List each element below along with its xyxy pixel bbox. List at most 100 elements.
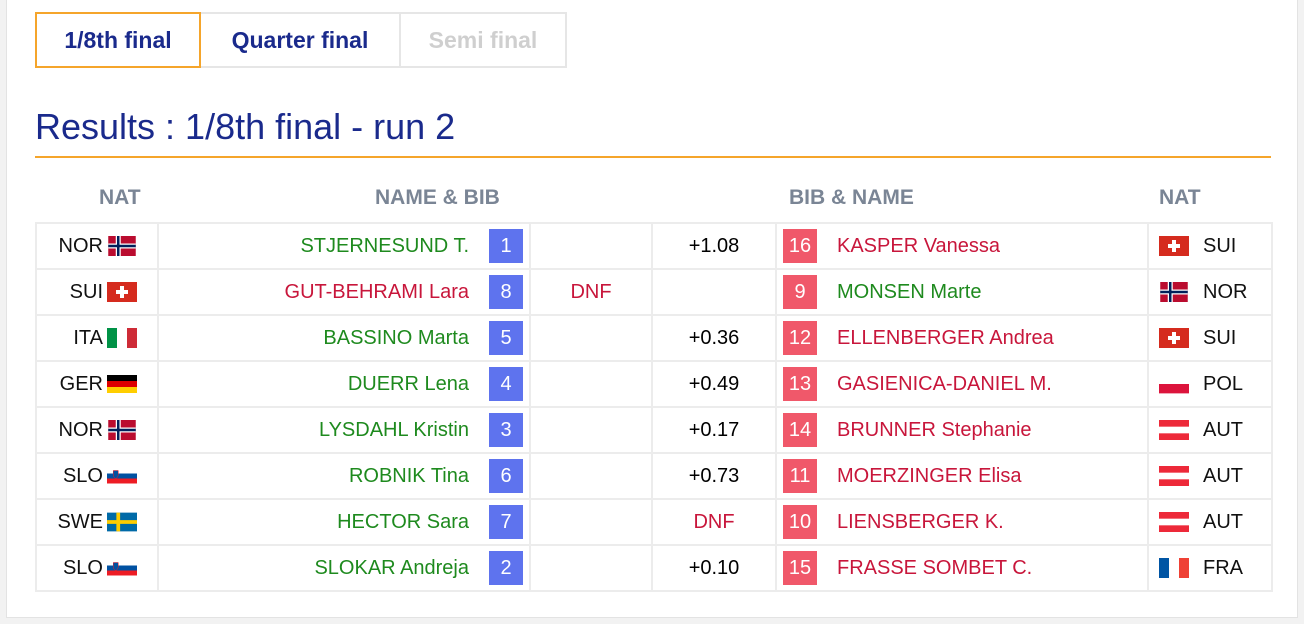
athlete-left[interactable]: SLOKAR Andreja 2 <box>159 551 529 585</box>
athlete-left[interactable]: HECTOR Sara 7 <box>159 505 529 539</box>
athlete-name[interactable]: BASSINO Marta <box>323 326 469 349</box>
athlete-name[interactable]: FRASSE SOMBET C. <box>837 556 1033 579</box>
nat-code: ITA <box>73 326 103 349</box>
nat-right: AUT <box>1149 419 1271 442</box>
header-name-bib: NAME & BIB <box>375 186 500 209</box>
athlete-left[interactable]: ROBNIK Tina 6 <box>159 459 529 493</box>
flag-sui-icon <box>107 282 137 302</box>
athlete-left[interactable]: DUERR Lena 4 <box>159 367 529 401</box>
athlete-name[interactable]: MONSEN Marte <box>837 280 982 303</box>
athlete-right[interactable]: 12 ELLENBERGER Andrea <box>777 321 1147 355</box>
flag-sui-icon <box>1159 328 1189 348</box>
nat-code: SUI <box>1203 234 1237 257</box>
bib-badge: 13 <box>783 367 817 401</box>
result-right: DNF <box>693 510 735 533</box>
table-row: GER DUERR Lena 4 +0.49 13 GASIENICA-DANI… <box>35 360 1273 408</box>
nat-left: SUI <box>37 281 157 304</box>
nat-code: SUI <box>69 280 103 303</box>
athlete-right[interactable]: 11 MOERZINGER Elisa <box>777 459 1147 493</box>
nat-left: GER <box>37 373 157 396</box>
header-nat-right: NAT <box>1159 186 1201 209</box>
nat-code: AUT <box>1203 510 1243 533</box>
round-tabs: 1/8th final Quarter final Semi final <box>35 12 567 68</box>
flag-fra-icon <box>1159 558 1189 578</box>
bib-badge: 5 <box>489 321 523 355</box>
athlete-name[interactable]: HECTOR Sara <box>337 510 469 533</box>
athlete-right[interactable]: 16 KASPER Vanessa <box>777 229 1147 263</box>
flag-aut-icon <box>1159 466 1189 486</box>
flag-pol-icon <box>1159 374 1189 394</box>
athlete-right[interactable]: 9 MONSEN Marte <box>777 275 1147 309</box>
bib-badge: 14 <box>783 413 817 447</box>
athlete-left[interactable]: BASSINO Marta 5 <box>159 321 529 355</box>
bib-badge: 7 <box>489 505 523 539</box>
bib-badge: 9 <box>783 275 817 309</box>
athlete-right[interactable]: 13 GASIENICA-DANIEL M. <box>777 367 1147 401</box>
bib-badge: 1 <box>489 229 523 263</box>
athlete-right[interactable]: 10 LIENSBERGER K. <box>777 505 1147 539</box>
bib-badge: 10 <box>783 505 817 539</box>
bib-badge: 4 <box>489 367 523 401</box>
table-row: SLO ROBNIK Tina 6 +0.73 11 MOERZINGER El… <box>35 452 1273 500</box>
result-right: +1.08 <box>688 234 740 257</box>
nat-right: SUI <box>1149 235 1271 258</box>
results-panel: 1/8th final Quarter final Semi final Res… <box>6 0 1298 618</box>
tab-eighth-final[interactable]: 1/8th final <box>35 12 201 68</box>
nat-left: NOR <box>37 419 157 442</box>
table-row: SUI GUT-BEHRAMI Lara 8 DNF 9 MONSEN Mart… <box>35 268 1273 316</box>
nat-code: SWE <box>57 510 103 533</box>
bib-badge: 15 <box>783 551 817 585</box>
athlete-name[interactable]: LYSDAHL Kristin <box>318 418 469 441</box>
table-row: SWE HECTOR Sara 7 DNF 10 LIENSBERGER K. … <box>35 498 1273 546</box>
bib-badge: 11 <box>783 459 817 493</box>
result-right: +0.17 <box>688 418 740 441</box>
athlete-right[interactable]: 15 FRASSE SOMBET C. <box>777 551 1147 585</box>
result-left: DNF <box>570 280 612 303</box>
nat-right: SUI <box>1149 327 1271 350</box>
nat-left: NOR <box>37 235 157 258</box>
nat-code: NOR <box>1203 280 1248 303</box>
athlete-name[interactable]: GUT-BEHRAMI Lara <box>284 280 469 303</box>
table-row: NOR STJERNESUND T. 1 +1.08 16 KASPER Van… <box>35 222 1273 270</box>
athlete-right[interactable]: 14 BRUNNER Stephanie <box>777 413 1147 447</box>
bib-badge: 16 <box>783 229 817 263</box>
nat-code: GER <box>59 372 103 395</box>
athlete-left[interactable]: GUT-BEHRAMI Lara 8 <box>159 275 529 309</box>
bib-badge: 2 <box>489 551 523 585</box>
athlete-name[interactable]: KASPER Vanessa <box>837 234 1001 257</box>
title-divider <box>35 156 1271 158</box>
athlete-name[interactable]: GASIENICA-DANIEL M. <box>837 372 1052 395</box>
result-right: +0.49 <box>688 372 740 395</box>
athlete-name[interactable]: BRUNNER Stephanie <box>837 418 1032 441</box>
flag-nor-icon <box>107 236 137 256</box>
athlete-name[interactable]: MOERZINGER Elisa <box>837 464 1022 487</box>
nat-left: SLO <box>37 465 157 488</box>
athlete-name[interactable]: ROBNIK Tina <box>348 464 469 487</box>
results-table: NOR STJERNESUND T. 1 +1.08 16 KASPER Van… <box>35 222 1273 592</box>
athlete-name[interactable]: STJERNESUND T. <box>300 234 469 257</box>
nat-left: ITA <box>37 327 157 350</box>
nat-right: AUT <box>1149 465 1271 488</box>
flag-aut-icon <box>1159 512 1189 532</box>
athlete-left[interactable]: LYSDAHL Kristin 3 <box>159 413 529 447</box>
flag-nor-icon <box>1159 282 1189 302</box>
nat-left: SWE <box>37 511 157 534</box>
flag-ita-icon <box>107 328 137 348</box>
nat-code: SLO <box>62 556 103 579</box>
tab-semi-final: Semi final <box>401 12 567 68</box>
flag-nor-icon <box>107 420 137 440</box>
nat-code: NOR <box>58 234 103 257</box>
nat-code: AUT <box>1203 418 1243 441</box>
athlete-name[interactable]: ELLENBERGER Andrea <box>837 326 1054 349</box>
bib-badge: 6 <box>489 459 523 493</box>
tab-quarter-final[interactable]: Quarter final <box>201 12 401 68</box>
flag-aut-icon <box>1159 420 1189 440</box>
result-right: +0.10 <box>688 556 740 579</box>
athlete-left[interactable]: STJERNESUND T. 1 <box>159 229 529 263</box>
athlete-name[interactable]: DUERR Lena <box>347 372 469 395</box>
athlete-name[interactable]: SLOKAR Andreja <box>314 556 469 579</box>
bib-badge: 3 <box>489 413 523 447</box>
athlete-name[interactable]: LIENSBERGER K. <box>837 510 1004 533</box>
page-title: Results : 1/8th final - run 2 <box>35 106 456 147</box>
nat-code: AUT <box>1203 464 1243 487</box>
